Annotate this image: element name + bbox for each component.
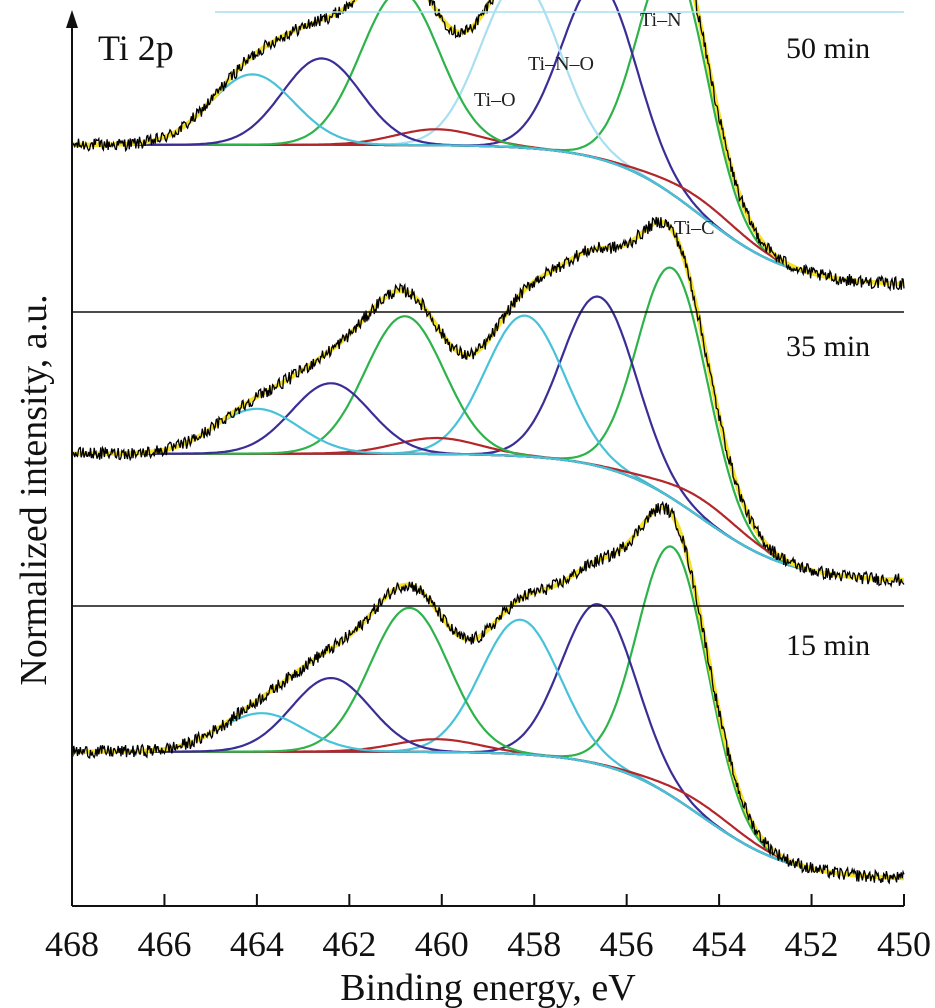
panel-50-min	[71, 0, 905, 292]
component-ti-n-o	[72, 0, 905, 285]
peak-label-ti-c: Ti–C	[674, 217, 714, 239]
envelope-fit	[72, 505, 904, 881]
component-ti-o	[72, 0, 905, 285]
component-ti-o	[72, 618, 904, 880]
component-ti-n-o-2p1-2	[72, 677, 904, 880]
x-tick-label-458: 458	[507, 924, 561, 964]
raw-spectrum	[71, 500, 905, 885]
component-ti-n	[72, 545, 904, 880]
x-tick-label-466: 466	[137, 924, 191, 964]
component-ti-n	[72, 0, 905, 285]
panel-label-50-min: 50 min	[786, 32, 870, 65]
chart-title: Ti 2p	[98, 28, 174, 68]
y-axis-arrow	[66, 10, 78, 28]
frame-layer	[66, 10, 904, 907]
envelope-fit	[72, 219, 904, 583]
x-tick-label-460: 460	[415, 924, 469, 964]
x-tick-label-456: 456	[600, 924, 654, 964]
x-tick-label-468: 468	[45, 924, 99, 964]
panels-layer	[71, 0, 905, 885]
peak-label-ti-n-o: Ti–N–O	[528, 53, 594, 75]
raw-spectrum	[71, 0, 905, 292]
peak-label-ti-n: Ti–N	[640, 9, 682, 31]
panel-label-15-min: 15 min	[786, 629, 870, 662]
x-tick-label-462: 462	[322, 924, 376, 964]
x-tick-label-450: 450	[877, 924, 931, 964]
x-tick-label-454: 454	[692, 924, 746, 964]
y-axis-title: Normalized intensity, a.u.	[13, 294, 55, 685]
x-tick-label-452: 452	[785, 924, 839, 964]
component-ti-n-o-2p1-2	[72, 382, 904, 582]
component-ti-n-2p1-2	[72, 0, 905, 285]
raw-spectrum	[71, 216, 905, 588]
panel-15-min	[71, 500, 905, 885]
panel-label-35-min: 35 min	[786, 330, 870, 363]
panel-35-min	[71, 216, 905, 588]
x-axis-title: Binding energy, eV	[340, 967, 636, 1008]
envelope-fit	[72, 0, 905, 287]
x-ticks: 468 466 464 462 460 458 456 454 452 450	[45, 894, 931, 964]
peak-label-ti-o: Ti–O	[474, 89, 516, 111]
component-ti-n	[72, 266, 904, 582]
x-tick-label-464: 464	[230, 924, 284, 964]
